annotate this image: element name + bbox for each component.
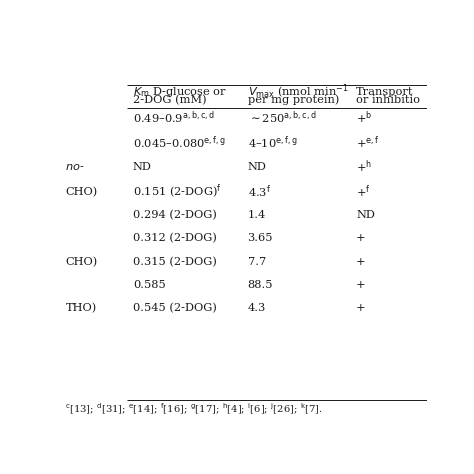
Text: 7.7: 7.7 (247, 257, 266, 267)
Text: 4–10$^{\rm e,f,g}$: 4–10$^{\rm e,f,g}$ (247, 134, 297, 151)
Text: +: + (356, 303, 366, 313)
Text: ND: ND (356, 210, 375, 220)
Text: per mg protein): per mg protein) (247, 95, 339, 105)
Text: $V_{\rm max}$ (nmol min$^{-1}$: $V_{\rm max}$ (nmol min$^{-1}$ (247, 82, 348, 100)
Text: 0.312 (2-DOG): 0.312 (2-DOG) (133, 233, 217, 243)
Text: THO): THO) (65, 303, 97, 313)
Text: 3.65: 3.65 (247, 233, 273, 243)
Text: 4.3: 4.3 (247, 303, 266, 313)
Text: $\it{no}$-: $\it{no}$- (65, 162, 85, 172)
Text: Transport: Transport (356, 87, 414, 97)
Text: $^{\rm c}$[13]; $^{\rm d}$[31]; $^{\rm e}$[14]; $^{\rm f}$[16]; $^{\rm g}$[17]; : $^{\rm c}$[13]; $^{\rm d}$[31]; $^{\rm e… (65, 402, 323, 417)
Text: +: + (356, 257, 366, 267)
Text: 88.5: 88.5 (247, 280, 273, 290)
Text: 2-DOG (mM): 2-DOG (mM) (133, 95, 207, 105)
Text: +$^{\rm b}$: +$^{\rm b}$ (356, 109, 373, 126)
Text: +$^{\rm h}$: +$^{\rm h}$ (356, 159, 372, 175)
Text: $\sim$250$^{\rm a,b,c,d}$: $\sim$250$^{\rm a,b,c,d}$ (247, 109, 316, 126)
Text: 4.3$^{\rm f}$: 4.3$^{\rm f}$ (247, 183, 271, 200)
Text: 0.294 (2-DOG): 0.294 (2-DOG) (133, 210, 217, 220)
Text: +: + (356, 280, 366, 290)
Text: +$^{\rm f}$: +$^{\rm f}$ (356, 183, 371, 200)
Text: 0.315 (2-DOG): 0.315 (2-DOG) (133, 256, 217, 267)
Text: 0.151 (2-DOG)$^{\rm f}$: 0.151 (2-DOG)$^{\rm f}$ (133, 182, 222, 201)
Text: +$^{\rm e,f}$: +$^{\rm e,f}$ (356, 134, 380, 151)
Text: $K_{\rm m}$ D-glucose or: $K_{\rm m}$ D-glucose or (133, 84, 227, 99)
Text: 0.585: 0.585 (133, 280, 165, 290)
Text: 0.545 (2-DOG): 0.545 (2-DOG) (133, 303, 217, 313)
Text: 0.49–0.9$^{\rm a,b,c,d}$: 0.49–0.9$^{\rm a,b,c,d}$ (133, 109, 215, 126)
Text: ND: ND (247, 162, 266, 172)
Text: CHO): CHO) (65, 186, 98, 197)
Text: ND: ND (133, 162, 152, 172)
Text: CHO): CHO) (65, 256, 98, 267)
Text: 0.045–0.080$^{\rm e,f,g}$: 0.045–0.080$^{\rm e,f,g}$ (133, 134, 226, 151)
Text: 1.4: 1.4 (247, 210, 266, 220)
Text: +: + (356, 233, 366, 243)
Text: or inhibitio: or inhibitio (356, 95, 420, 105)
